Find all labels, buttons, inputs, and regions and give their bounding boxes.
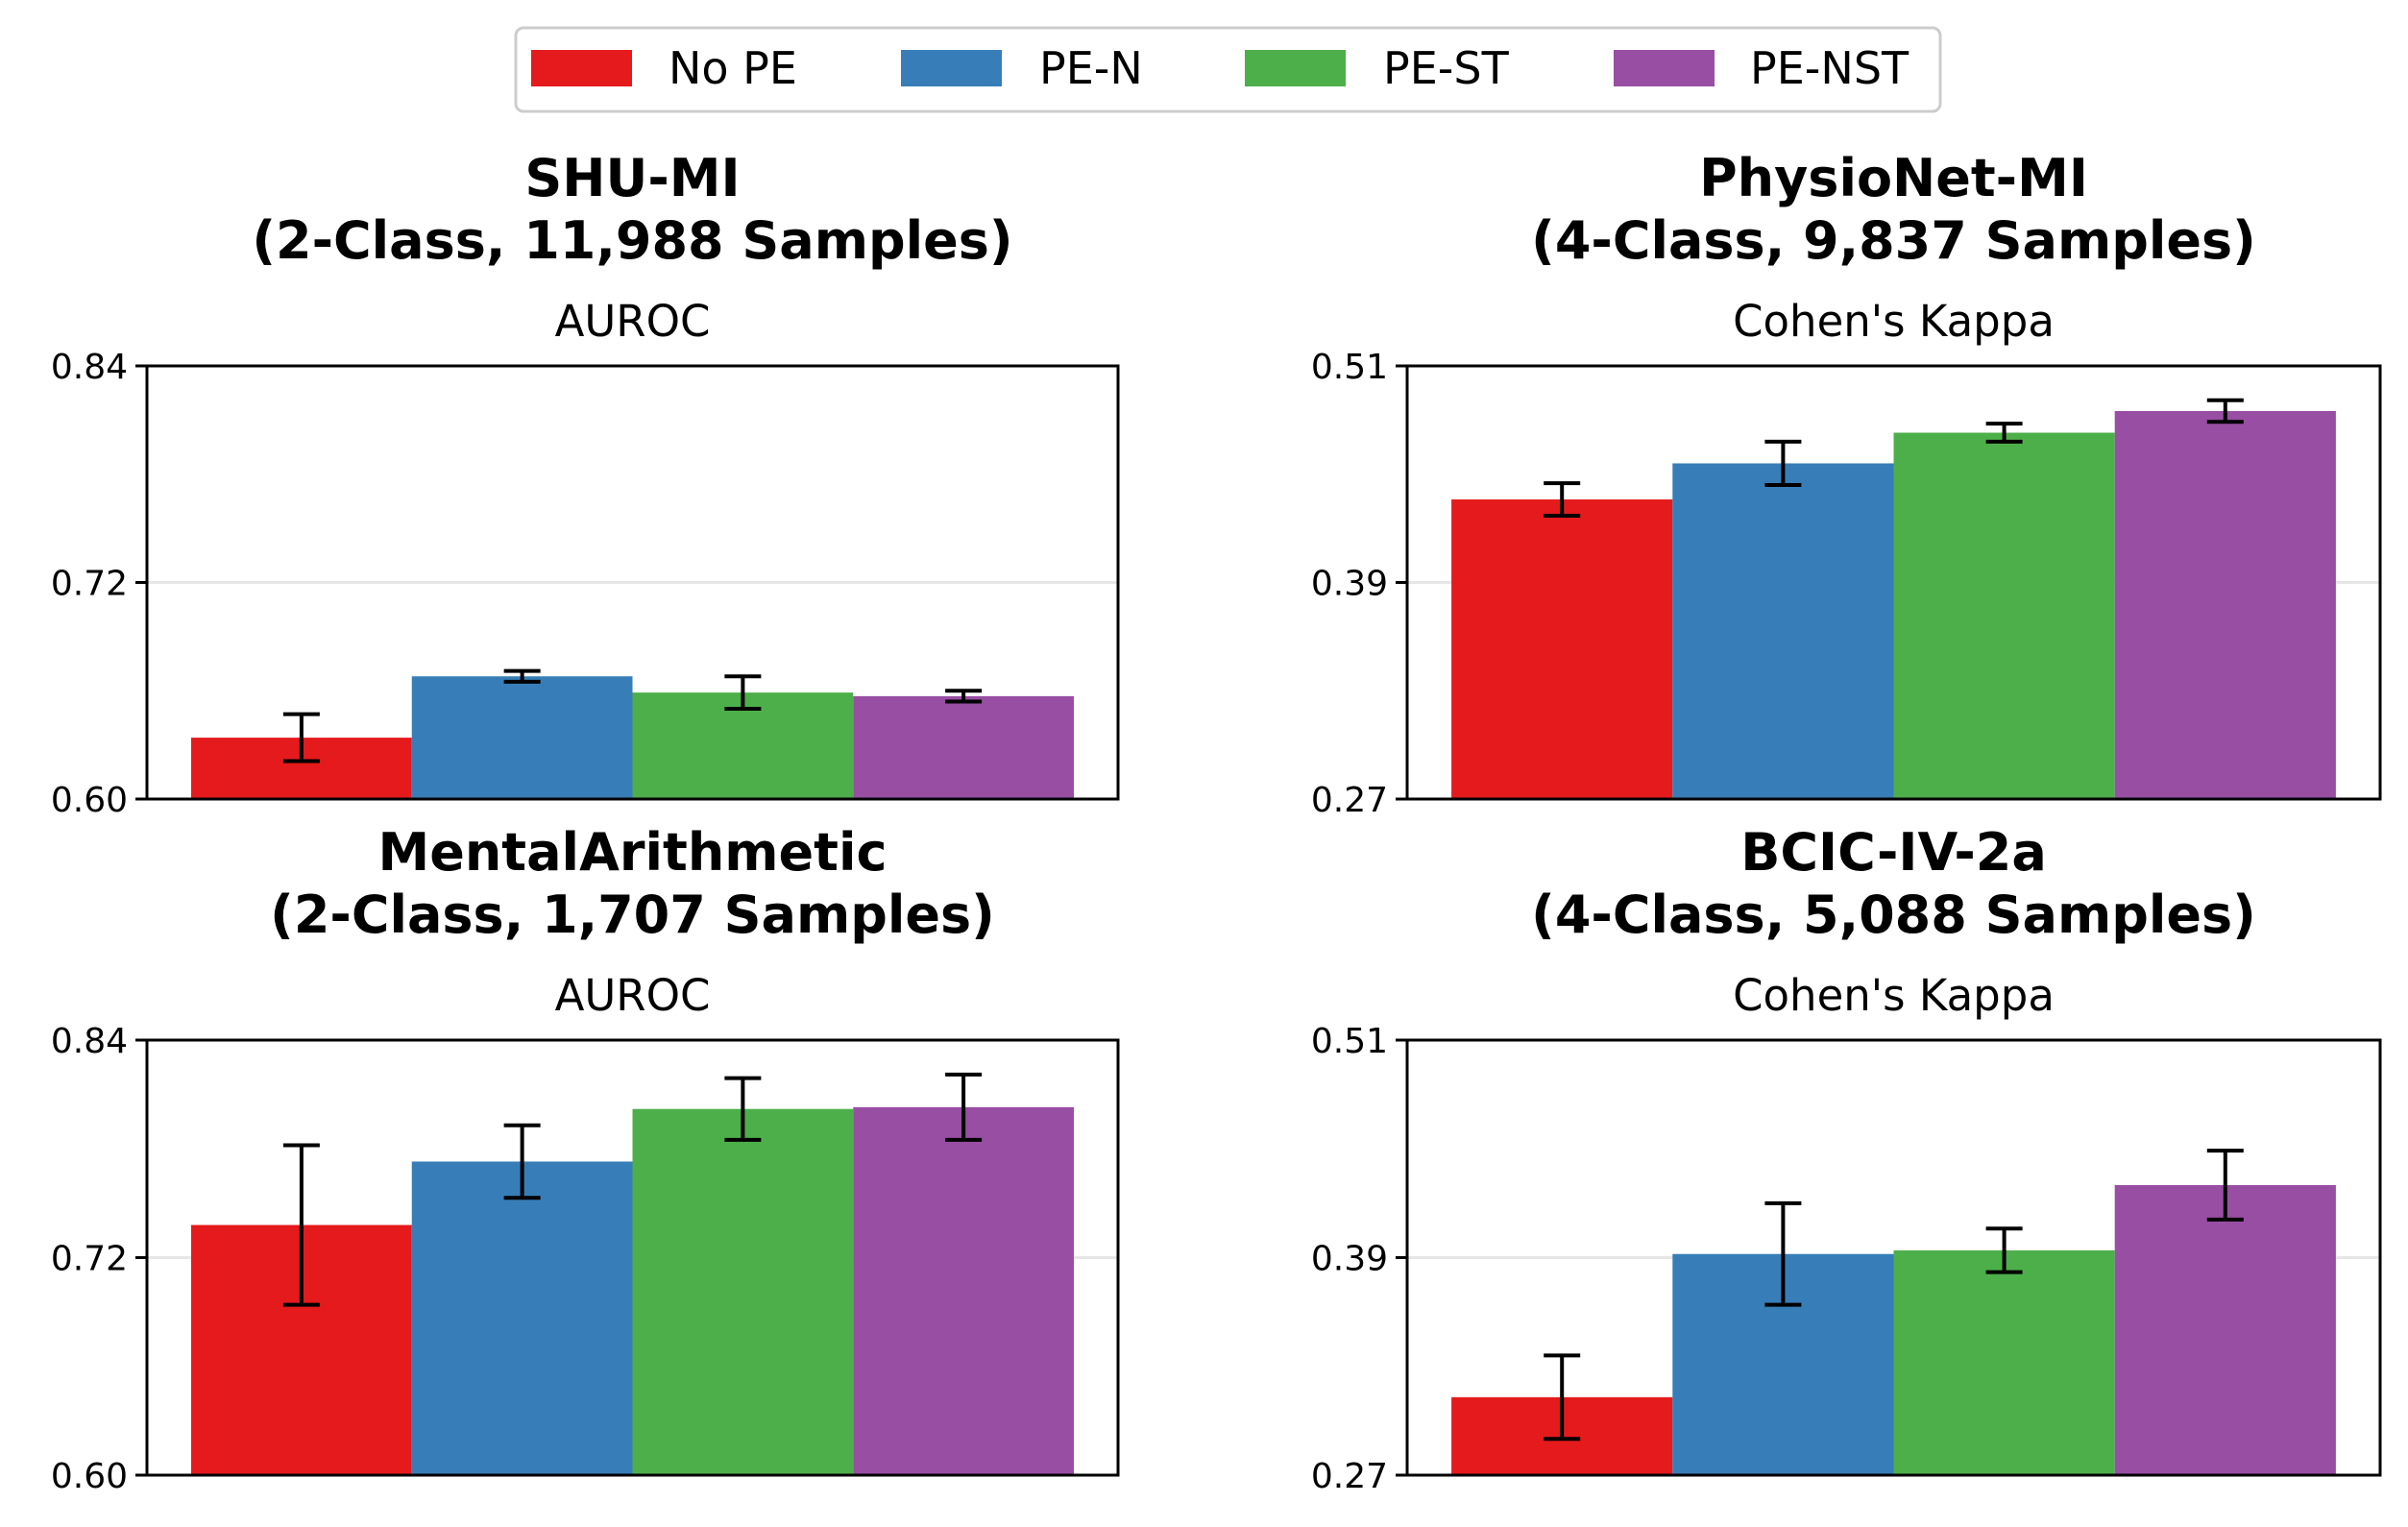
y-tick-label: 0.51 [1311, 348, 1388, 387]
metric-label: Cohen's Kappa [1733, 970, 2055, 1021]
panel-shu-mi: SHU-MI(2-Class, 11,988 Samples) AUROC 0.84… [51, 148, 1120, 820]
panel-title: SHU-MI [524, 148, 740, 208]
error-bar-no-pe [1544, 1353, 1581, 1442]
panel-subtitle: (4-Class, 9,837 Samples) [1531, 210, 2256, 271]
bar-pe-st [632, 1108, 854, 1475]
legend-swatch-pe-n [901, 50, 1002, 86]
error-bar-no-pe [1544, 481, 1581, 518]
bar-pe-n [1672, 463, 1894, 799]
y-tick-label: 0.27 [1311, 1457, 1388, 1496]
legend-label-no-pe: No PE [669, 42, 797, 94]
metric-label: Cohen's Kappa [1733, 296, 2055, 347]
legend-swatch-pe-nst [1614, 50, 1715, 86]
metric-label: AUROC [555, 296, 711, 347]
legend-swatch-pe-st [1245, 50, 1346, 86]
y-tick-label: 0.39 [1311, 1240, 1388, 1279]
y-tick-label: 0.27 [1311, 781, 1388, 820]
y-tick-label: 0.60 [51, 781, 128, 820]
panel-title: BCIC-IV-2a [1740, 822, 2047, 883]
panel-subtitle: (2-Class, 11,988 Samples) [252, 210, 1012, 271]
y-tick-label: 0.72 [51, 565, 128, 604]
panel-subtitle: (2-Class, 1,707 Samples) [270, 885, 995, 945]
error-bar-pe-n [503, 1123, 541, 1200]
bar-pe-st [1893, 432, 2115, 799]
y-tick-label: 0.60 [51, 1457, 128, 1496]
error-bar-pe-nst [2206, 1149, 2244, 1222]
bar-pe-n [411, 1161, 633, 1475]
bar-pe-st [1893, 1249, 2115, 1475]
panels: SHU-MI(2-Class, 11,988 Samples) AUROC 0.84… [51, 148, 2382, 1496]
error-bar-pe-nst [2206, 398, 2244, 424]
y-tick-label: 0.84 [51, 348, 128, 387]
panel-title: PhysioNet-MI [1699, 148, 2088, 208]
legend-label-pe-nst: PE-NST [1750, 42, 1909, 94]
bar-pe-n [411, 676, 633, 799]
bar-no-pe [1451, 499, 1673, 799]
error-bar-pe-nst [945, 1072, 983, 1142]
metric-label: AUROC [555, 970, 711, 1021]
panel-subtitle: (4-Class, 5,088 Samples) [1531, 885, 2256, 945]
error-bar-pe-st [724, 1076, 762, 1142]
bar-pe-nst [853, 695, 1074, 799]
panel-mentalarithmetic: MentalArithmetic(2-Class, 1,707 Samples)… [51, 822, 1120, 1496]
error-bar-no-pe [282, 1143, 320, 1307]
legend-swatch-no-pe [531, 50, 632, 86]
panel-title: MentalArithmetic [378, 822, 888, 883]
error-bar-pe-st [724, 674, 762, 712]
legend-frame [514, 26, 1942, 113]
y-tick-label: 0.84 [51, 1022, 128, 1061]
error-bar-no-pe [282, 712, 320, 764]
error-bar-pe-n [1764, 1200, 1802, 1307]
legend-label-pe-st: PE-ST [1383, 42, 1510, 94]
legend-label-pe-n: PE-N [1039, 42, 1143, 94]
legend: No PE PE-N PE-ST PE-NST [514, 26, 1942, 113]
bar-pe-nst [853, 1106, 1074, 1475]
error-bar-pe-st [1985, 422, 2023, 444]
y-tick-label: 0.39 [1311, 565, 1388, 604]
y-tick-label: 0.72 [51, 1240, 128, 1279]
panel-physionet-mi: PhysioNet-MI(4-Class, 9,837 Samples) Cohe… [1311, 148, 2382, 820]
error-bar-pe-n [1764, 439, 1802, 488]
bar-pe-nst [2114, 1185, 2336, 1475]
y-tick-label: 0.51 [1311, 1022, 1388, 1061]
bar-pe-nst [2114, 410, 2336, 799]
error-bar-pe-st [1985, 1226, 2023, 1274]
error-bar-pe-n [503, 668, 541, 684]
panel-bcic-iv-2a: BCIC-IV-2a(4-Class, 5,088 Samples) Cohen'… [1311, 822, 2382, 1496]
error-bar-pe-nst [945, 689, 983, 704]
